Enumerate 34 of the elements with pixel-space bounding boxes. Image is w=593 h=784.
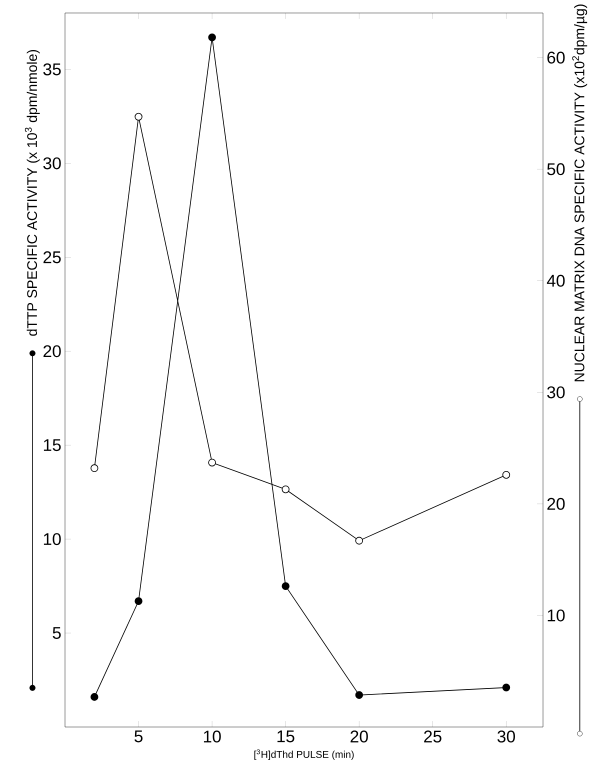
x-tick-label: 5 xyxy=(134,730,143,742)
y2-tick-label: 50 xyxy=(547,163,565,176)
point xyxy=(134,597,142,605)
point xyxy=(502,684,510,692)
y-tick-label: 25 xyxy=(44,251,61,264)
point xyxy=(90,693,98,701)
point xyxy=(208,458,216,466)
y2-tick-label: 60 xyxy=(547,52,565,64)
y-tick-label: 5 xyxy=(52,627,61,639)
y2-tick-label: 40 xyxy=(546,274,565,287)
x-tick-label: 10 xyxy=(204,730,221,743)
x-tick-label: 15 xyxy=(277,730,294,742)
point xyxy=(355,691,364,699)
y-tick-label: 15 xyxy=(44,439,61,452)
y2-tick-label: 10 xyxy=(548,609,565,622)
y-tick-label: 10 xyxy=(44,533,61,546)
x-axis-title: [$^{3}$H]dThd PULSE (min) xyxy=(254,749,354,760)
x-tick-label: 30 xyxy=(497,730,515,743)
y-tick-label: 30 xyxy=(43,157,61,170)
point xyxy=(282,485,290,494)
x-tick-label: 20 xyxy=(350,730,368,743)
point xyxy=(134,112,142,121)
y2-tick-label: 30 xyxy=(547,386,565,398)
y2-tick-label: 20 xyxy=(547,498,565,510)
point xyxy=(90,464,98,472)
point xyxy=(208,34,216,42)
y2-axis-title: NUCLEAR MATRIX DNA SPECIFIC ACTIVITY (x10$^{2}$dpm/µg) xyxy=(572,4,588,382)
point xyxy=(502,470,510,479)
y-axis-title: dTTP SPECIFIC ACTIVITY (x 10$^{3}$ dpm/nmole) xyxy=(24,50,40,336)
y-tick-label: 20 xyxy=(44,345,61,358)
y-tick-label: 35 xyxy=(43,63,61,76)
x-tick-label: 25 xyxy=(424,730,442,743)
point xyxy=(282,582,290,590)
point xyxy=(355,536,364,545)
